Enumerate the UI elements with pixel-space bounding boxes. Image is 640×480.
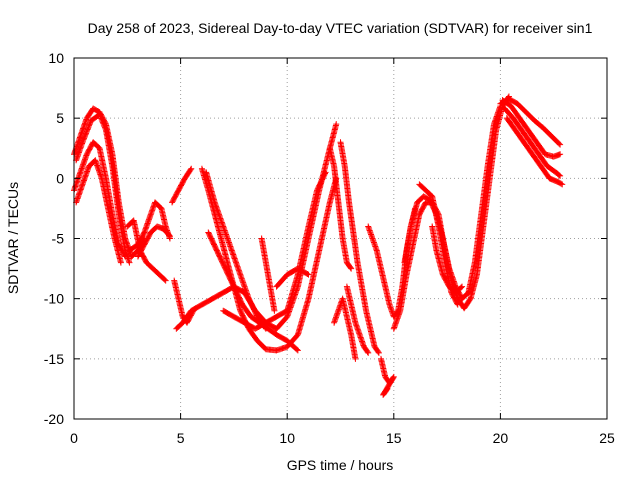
data-point-interp (86, 121, 93, 128)
data-point-interp (97, 114, 104, 121)
data-point (333, 121, 340, 128)
data-point-interp (121, 252, 128, 259)
y-tick-label: 0 (56, 170, 64, 186)
series-arc-17 (326, 145, 355, 272)
y-tick-label: -20 (44, 411, 64, 427)
y-axis-label: SDTVAR / TECUs (5, 182, 21, 294)
data-point-interp (82, 131, 89, 138)
data-point (117, 259, 124, 266)
data-point (322, 169, 329, 176)
data-point-interp (100, 120, 107, 127)
data-point-interp (83, 129, 90, 136)
series-arc-16 (273, 265, 312, 290)
series-arc-8 (169, 165, 195, 206)
data-point-interp (81, 134, 88, 141)
data-point-interp (161, 276, 168, 283)
data-point (305, 271, 312, 278)
data-point-interp (304, 270, 311, 277)
data-point (122, 253, 129, 260)
data-point-interp (86, 122, 93, 129)
series-arc-4 (73, 157, 124, 266)
series-arc-7 (134, 223, 173, 260)
data-point (166, 233, 173, 240)
data-point-interp (101, 123, 108, 130)
data-point-interp (85, 123, 92, 130)
data-point-interp (293, 346, 300, 353)
x-axis-ticks: 0 5 10 15 20 25 (70, 58, 615, 446)
data-point-interp (98, 116, 105, 123)
data-point-interp (80, 136, 87, 143)
data-point (79, 139, 86, 146)
data-point-interp (99, 118, 106, 125)
series-arc-6 (126, 199, 173, 254)
data-point-interp (98, 115, 105, 122)
data-point (271, 307, 278, 314)
data-point (352, 355, 359, 362)
data-point-interp (102, 125, 109, 132)
x-tick-label: 5 (177, 430, 185, 446)
data-point-interp (81, 135, 88, 142)
series-arc-10 (173, 121, 340, 332)
data-point-interp (166, 232, 173, 239)
series-arc-15 (258, 235, 278, 314)
data-point-interp (97, 112, 104, 119)
data-point-interp (100, 121, 107, 128)
data-points (71, 93, 566, 398)
x-axis-label: GPS time / hours (287, 457, 394, 473)
y-tick-label: -10 (44, 291, 64, 307)
x-tick-label: 25 (599, 430, 615, 446)
x-tick-label: 20 (493, 430, 509, 446)
y-tick-label: 10 (48, 50, 64, 66)
data-point-interp (347, 264, 354, 271)
data-point-interp (84, 126, 91, 133)
data-point (162, 277, 169, 284)
data-point (348, 265, 355, 272)
data-point (188, 165, 195, 172)
data-point (294, 347, 301, 354)
data-point-interp (82, 132, 89, 139)
y-tick-label: -15 (44, 351, 64, 367)
series-arc-14 (220, 169, 329, 332)
data-point-interp (187, 166, 194, 173)
x-tick-label: 15 (386, 430, 402, 446)
data-point-interp (83, 130, 90, 137)
series-arc-3 (71, 139, 129, 260)
chart-title: Day 258 of 2023, Sidereal Day-to-day VTE… (88, 20, 593, 36)
series-arc-18 (337, 139, 382, 356)
data-point-interp (322, 170, 329, 177)
data-point (96, 111, 103, 118)
data-point-interp (84, 127, 91, 134)
data-point (126, 259, 133, 266)
x-tick-label: 10 (279, 430, 295, 446)
data-point-interp (85, 125, 92, 132)
data-point-interp (87, 120, 94, 127)
y-tick-label: -5 (52, 231, 65, 247)
series-arc-12 (203, 169, 269, 332)
data-point-interp (80, 137, 87, 144)
y-tick-label: 5 (56, 110, 64, 126)
x-tick-label: 0 (70, 430, 78, 446)
data-point-interp (99, 119, 106, 126)
data-point-interp (101, 124, 108, 131)
